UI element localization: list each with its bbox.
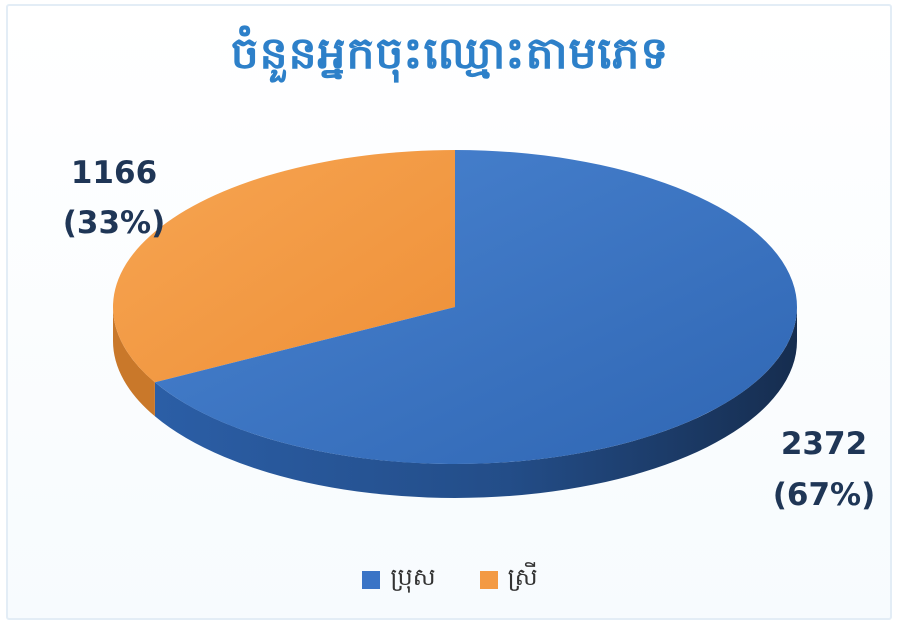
data-label-percent-female: (33%) [63,205,166,241]
data-label-percent-male: (67%) [773,477,876,513]
slice-female [112,150,455,383]
data-label-value-male: 2372 [781,426,867,462]
data-label-value-female: 1166 [71,155,157,191]
legend-item-female: ស្រី [479,562,538,597]
slice-male [154,150,797,465]
legend-label-male: ប្រុស [390,563,436,591]
legend-swatch-female [479,570,498,589]
legend-label-female: ស្រី [507,563,538,591]
legend-swatch-male [362,570,381,589]
legend-item-male: ប្រុស [362,562,436,597]
slice-side-female [113,307,155,417]
chart-title: ចំនួនអ្នកចុះឈ្មោះតាមភេទ [230,28,670,79]
legend: ប្រុស ស្រី [0,562,900,597]
slice-side-male [154,307,797,499]
